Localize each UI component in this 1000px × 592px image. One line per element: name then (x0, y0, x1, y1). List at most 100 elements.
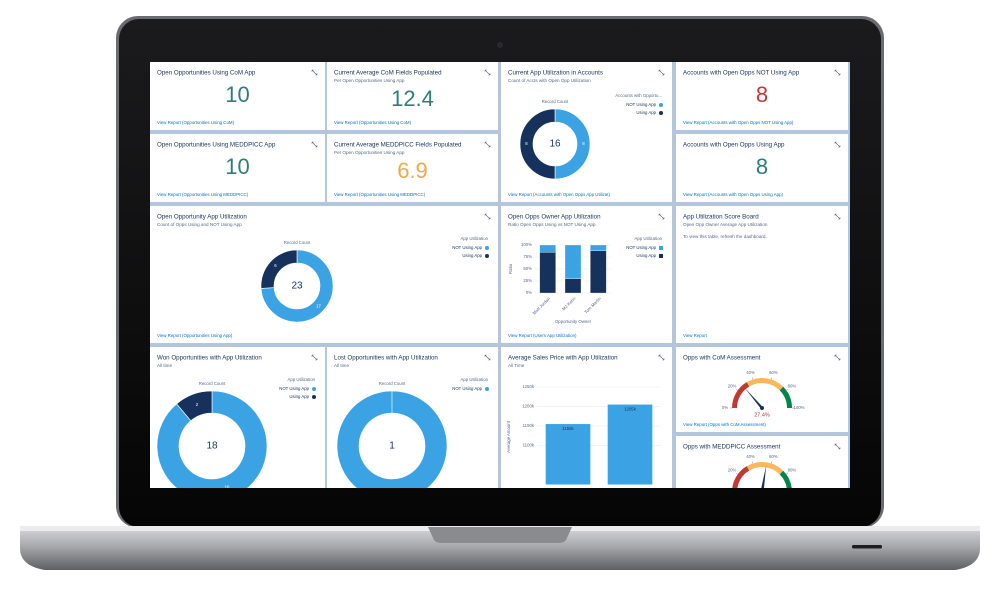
widget-title: Open Opportunity App Utilization (157, 214, 247, 221)
expand-icon (834, 354, 841, 361)
widget-title: Average Sales Price with App Utilization (508, 355, 618, 362)
y-tick-label: 50% (523, 266, 532, 271)
widget-card (676, 134, 848, 202)
widget-card (501, 206, 672, 343)
bar-segment (590, 250, 607, 294)
gauge-tick-label: 100% (794, 405, 805, 410)
metric-value: 10 (225, 82, 249, 107)
expand-icon (834, 141, 841, 148)
view-report-link[interactable]: View Report (Opportunities Using MEDDPIC… (157, 192, 249, 197)
gauge-tick-label: 20% (728, 467, 737, 472)
metric-value: 6.9 (397, 158, 428, 183)
view-report-link[interactable]: View Report (Users App Utilization) (508, 333, 577, 338)
expand-icon (311, 69, 318, 76)
chart-label: Record Count (199, 381, 226, 386)
legend-label: NOT Using App (279, 386, 309, 391)
legend-swatch (485, 387, 489, 391)
legend-label: NOT Using App (626, 102, 656, 107)
metric-value: 8 (756, 154, 768, 179)
bar-segment (564, 244, 582, 279)
widget-subtitle: All time (157, 363, 173, 368)
widget-card (327, 134, 498, 202)
gauge-tick (786, 389, 789, 391)
bar-value-label: 1155k (562, 426, 574, 431)
donut-total: 23 (291, 281, 303, 292)
widget-title: Lost Opportunities with App Utilization (334, 355, 438, 362)
view-report-link[interactable]: View Report (Accounts with Open Opps App… (508, 192, 610, 197)
widget-title: Accounts with Open Opps Using App (683, 142, 785, 149)
widget: Opps with CoM Assessment View Report (Opp… (676, 347, 848, 432)
bar-segment (539, 244, 556, 253)
view-report-link[interactable]: View Report (Opps with CoM Assessment) (683, 422, 766, 427)
widget-card (676, 436, 848, 488)
gauge-tick (771, 461, 773, 464)
bar-segment (539, 252, 556, 294)
view-report-link[interactable]: View Report (Opportunities Using App) (157, 333, 233, 338)
view-report-link[interactable]: View Report (683, 333, 708, 338)
segment-label: 17 (316, 303, 321, 308)
expand-icon (658, 69, 665, 76)
y-axis-label: Ratio (508, 263, 513, 274)
legend-title: App Utilization (461, 377, 489, 382)
expand-icon (484, 354, 491, 361)
legend-title: App Utilization (635, 236, 663, 241)
legend-swatch (485, 254, 489, 258)
metric-value: 12.4 (391, 86, 434, 111)
bar (545, 424, 591, 485)
y-tick-label: 75% (523, 254, 532, 259)
widget: Opps with MEDDPICC Assessment0%20%40%60%… (676, 436, 848, 488)
view-report-link[interactable]: View Report (Accounts with Open Opps NOT… (683, 120, 794, 125)
camera (497, 42, 503, 48)
bar-value-label: 1205k (624, 407, 637, 412)
gauge-band (732, 466, 750, 488)
widget-title: Won Opportunities with App Utilization (157, 355, 262, 362)
view-report-link[interactable]: View Report (Opportunities Using CoM) (157, 120, 235, 125)
widget: Accounts with Open Opps Using App 8 View R… (676, 134, 848, 202)
widget-card (676, 206, 848, 343)
gauge-tick (751, 377, 753, 380)
view-report-link[interactable]: View Report (Accounts with Open Opps Usi… (683, 192, 784, 197)
segment-label: 2 (196, 402, 199, 407)
donut-segment (156, 390, 268, 488)
x-tick-label: Using App (620, 488, 640, 493)
view-report-link[interactable]: View Report (Opportunities Using CoM) (334, 120, 412, 125)
donut-segment (519, 108, 556, 180)
widget-subtitle: Count of Accts with Open Opp Utilization (508, 78, 591, 83)
gauge-tick-label: 0% (722, 405, 728, 410)
expand-icon (834, 213, 841, 220)
gauge-band (779, 386, 792, 408)
widget-subtitle: Ratio Open Opps Using vs NOT Using App (508, 222, 596, 227)
legend-label: Using App (636, 253, 656, 258)
widget-subtitle: Open Opp Owner Average App Utilization (683, 222, 768, 227)
widget: Open Opportunities Using CoM App 10 View R… (150, 62, 325, 130)
expand-icon (658, 213, 665, 220)
x-tick-label: NOT Using App (553, 488, 583, 493)
donut-segment (336, 390, 448, 488)
donut-segment (554, 108, 591, 180)
widget: Current Average CoM Fields PopulatedPer … (327, 62, 498, 130)
widget-note: To view this table, refresh the dashboar… (683, 234, 767, 239)
dashboard: Open Opportunities Using CoM App 10 View R… (150, 62, 848, 493)
legend-label: Using App (636, 110, 656, 115)
widget-title: App Utilization Score Board (683, 214, 759, 221)
widget-title: Opps with CoM Assessment (683, 355, 761, 362)
bar-segment (590, 244, 607, 251)
gauge-band (746, 462, 784, 475)
legend-title: App Utilization (461, 236, 489, 241)
metric-value: 8 (756, 82, 768, 107)
view-report-link[interactable]: View Report (Opportunities Using MEDDPIC… (334, 192, 426, 197)
widget: Average Sales Price with App Utilization… (501, 347, 672, 493)
y-tick-label: 1250k (522, 384, 535, 389)
gauge-tick (786, 473, 789, 475)
widget-title: Open Opportunities Using MEDDPICC App (157, 142, 276, 149)
laptop-base (20, 526, 980, 570)
indicator-slot (852, 545, 882, 549)
expand-icon (311, 354, 318, 361)
bar-segment (564, 278, 582, 294)
y-tick-label: 1150k (523, 423, 535, 428)
donut-segment (260, 249, 334, 323)
widget-card (676, 347, 848, 432)
